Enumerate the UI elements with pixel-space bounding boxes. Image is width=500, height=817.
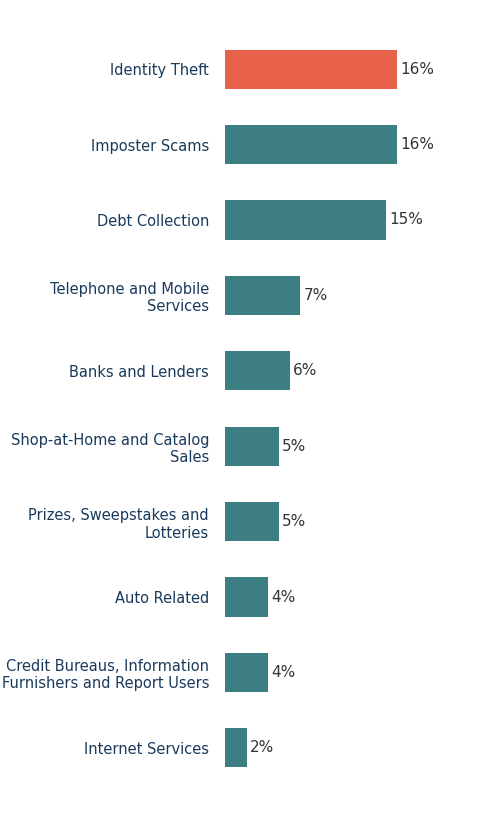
Text: 5%: 5% xyxy=(282,514,306,529)
Bar xyxy=(225,578,268,617)
Text: 4%: 4% xyxy=(271,590,295,605)
Bar xyxy=(225,276,300,315)
Bar xyxy=(225,653,268,692)
Bar xyxy=(225,426,279,466)
Text: 7%: 7% xyxy=(304,288,328,303)
Bar xyxy=(225,728,246,767)
Bar xyxy=(225,351,290,391)
Bar xyxy=(225,50,397,89)
Text: 5%: 5% xyxy=(282,439,306,453)
Bar xyxy=(225,125,397,164)
Text: 15%: 15% xyxy=(390,212,424,227)
Text: 6%: 6% xyxy=(292,364,317,378)
Text: 16%: 16% xyxy=(400,137,434,152)
Bar xyxy=(225,502,279,541)
Text: 16%: 16% xyxy=(400,61,434,77)
Bar xyxy=(225,200,386,239)
Text: 4%: 4% xyxy=(271,665,295,680)
Text: 2%: 2% xyxy=(250,740,274,756)
